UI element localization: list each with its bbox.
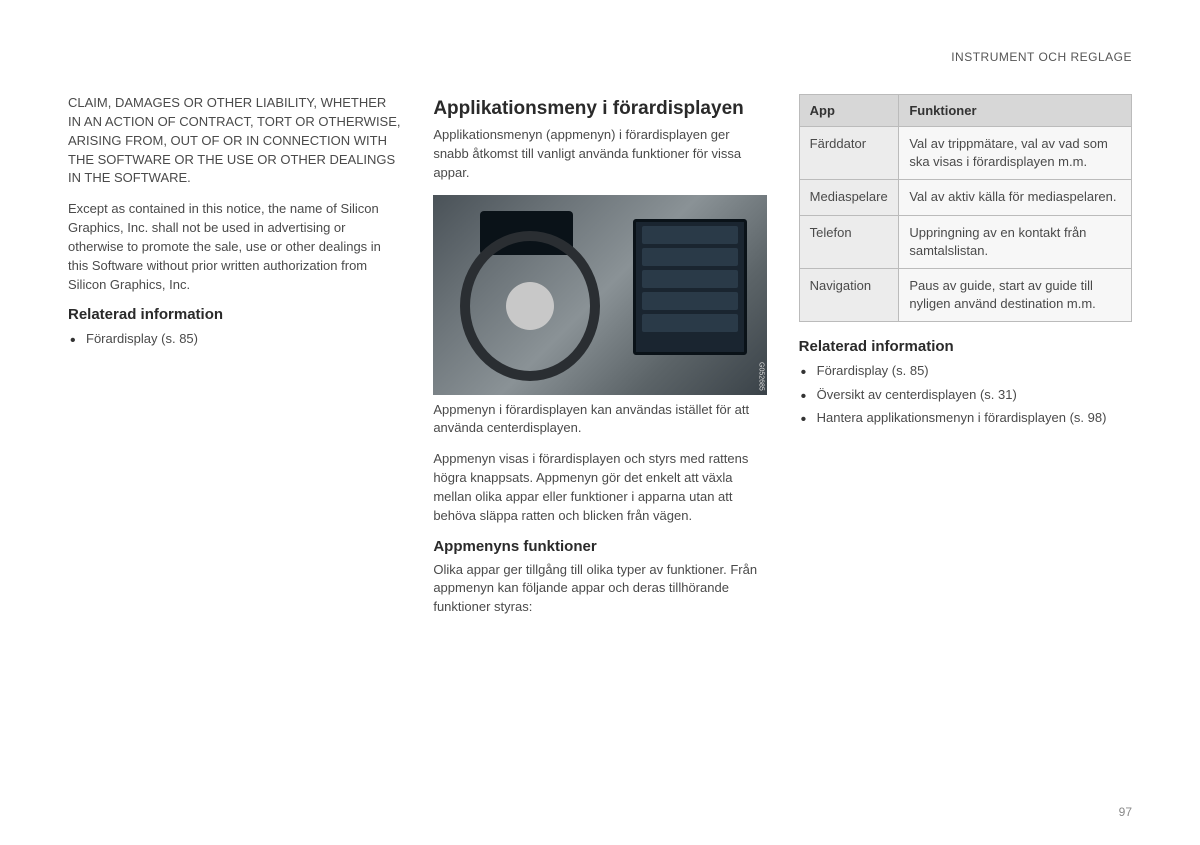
page-number: 97 <box>1119 805 1132 819</box>
table-cell: Paus av guide, start av guide till nylig… <box>899 268 1132 321</box>
screen-row <box>642 248 737 266</box>
table-cell: Uppringning av en kontakt från samtalsli… <box>899 215 1132 268</box>
table-header-row: App Funktioner <box>799 95 1131 127</box>
related-info-list-1: Förardisplay (s. 85) <box>68 329 401 349</box>
subsection-heading: Appmenyns funktioner <box>433 538 766 555</box>
table-cell: Val av aktiv källa för mediaspelaren. <box>899 180 1132 215</box>
dashboard-photo: G052685 <box>433 195 766 395</box>
screen-row <box>642 270 737 288</box>
table-row: Mediaspelare Val av aktiv källa för medi… <box>799 180 1131 215</box>
table-cell: Mediaspelare <box>799 180 899 215</box>
license-text-caps: CLAIM, DAMAGES OR OTHER LIABILITY, WHETH… <box>68 94 401 188</box>
main-heading: Applikationsmeny i förardisplayen <box>433 98 766 120</box>
center-display-graphic <box>633 219 746 355</box>
table-cell: Val av trippmätare, val av vad som ska v… <box>899 127 1132 180</box>
list-item: Förardisplay (s. 85) <box>68 329 401 349</box>
list-item: Hantera applikationsmenyn i förardisplay… <box>799 408 1132 428</box>
table-row: Färddator Val av trippmätare, val av vad… <box>799 127 1131 180</box>
table-row: Telefon Uppringning av en kontakt från s… <box>799 215 1131 268</box>
table-cell: Navigation <box>799 268 899 321</box>
app-functions-table: App Funktioner Färddator Val av trippmät… <box>799 94 1132 322</box>
table-cell: Telefon <box>799 215 899 268</box>
body-paragraph-2: Olika appar ger tillgång till olika type… <box>433 561 766 618</box>
related-info-heading: Relaterad information <box>799 338 1132 355</box>
column-2: Applikationsmeny i förardisplayen Applik… <box>433 94 766 629</box>
intro-paragraph: Applikationsmenyn (appmenyn) i förardisp… <box>433 126 766 183</box>
section-header: INSTRUMENT OCH REGLAGE <box>68 50 1132 64</box>
manual-page: INSTRUMENT OCH REGLAGE CLAIM, DAMAGES OR… <box>0 0 1200 845</box>
list-item: Förardisplay (s. 85) <box>799 361 1132 381</box>
body-paragraph-1: Appmenyn visas i förardisplayen och styr… <box>433 450 766 525</box>
column-3: App Funktioner Färddator Val av trippmät… <box>799 94 1132 629</box>
screen-row <box>642 226 737 244</box>
figure-credit: G052685 <box>758 362 765 391</box>
column-1: CLAIM, DAMAGES OR OTHER LIABILITY, WHETH… <box>68 94 401 629</box>
table-row: Navigation Paus av guide, start av guide… <box>799 268 1131 321</box>
screen-row <box>642 292 737 310</box>
related-info-list-3: Förardisplay (s. 85) Översikt av centerd… <box>799 361 1132 428</box>
table-header-funktioner: Funktioner <box>899 95 1132 127</box>
license-text-para2: Except as contained in this notice, the … <box>68 200 401 294</box>
table-header-app: App <box>799 95 899 127</box>
figure-caption: Appmenyn i förardisplayen kan användas i… <box>433 401 766 439</box>
table-cell: Färddator <box>799 127 899 180</box>
related-info-heading: Relaterad information <box>68 306 401 323</box>
list-item: Översikt av centerdisplayen (s. 31) <box>799 385 1132 405</box>
three-column-layout: CLAIM, DAMAGES OR OTHER LIABILITY, WHETH… <box>68 94 1132 629</box>
screen-row <box>642 314 737 332</box>
dashboard-figure: G052685 <box>433 195 766 395</box>
steering-wheel-graphic <box>460 231 600 381</box>
wheel-center-logo <box>506 282 554 330</box>
